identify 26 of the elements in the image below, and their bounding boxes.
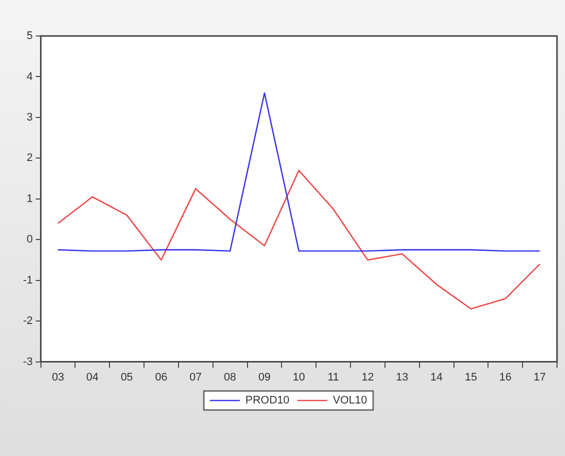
x-tick-label: 17: [534, 371, 546, 384]
x-tick-label: 10: [292, 371, 306, 384]
x-tick-label: 12: [362, 371, 374, 384]
y-tick-label: -1: [23, 274, 33, 286]
x-tick-label: 09: [258, 371, 271, 384]
x-tick-label: 08: [224, 371, 236, 384]
x-tick-label: 11: [328, 371, 340, 384]
y-tick-label: 4: [26, 70, 33, 83]
x-tick-label: 07: [190, 371, 202, 384]
x-tick-label: 04: [86, 371, 99, 384]
x-tick-label: 16: [499, 371, 512, 384]
x-tick-label: 06: [155, 371, 168, 384]
y-tick-label: 1: [26, 192, 33, 205]
y-tick-label: 0: [26, 234, 33, 246]
x-tick-label: 03: [52, 371, 64, 384]
y-tick-label: 3: [26, 111, 33, 124]
y-tick-label: -3: [23, 356, 33, 368]
y-tick-label: 5: [26, 30, 33, 42]
legend-label: PROD10: [245, 394, 290, 407]
y-tick-label: 2: [26, 152, 33, 164]
x-tick-label: 13: [396, 371, 408, 384]
x-tick-label: 05: [120, 371, 133, 384]
x-tick-label: 14: [430, 371, 443, 384]
legend-label: VOL10: [332, 394, 368, 407]
x-tick-label: 15: [464, 371, 478, 384]
y-tick-label: -2: [23, 315, 33, 328]
